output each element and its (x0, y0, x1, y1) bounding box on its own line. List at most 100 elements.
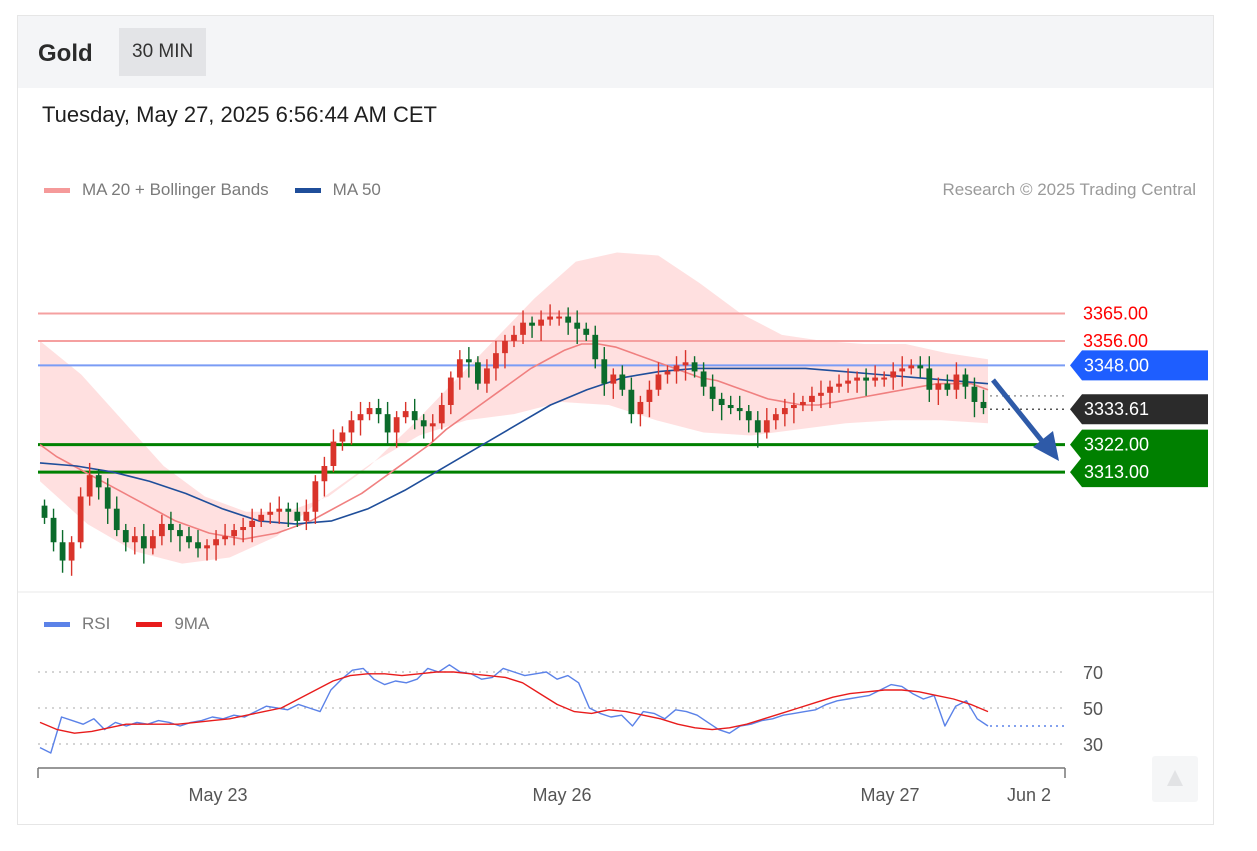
candle-body (926, 368, 933, 390)
candle-body (122, 530, 129, 543)
candle-body (258, 514, 265, 521)
candle-body (384, 414, 391, 433)
candle-body (953, 374, 960, 390)
rsi-tick-50: 50 (1083, 699, 1103, 719)
support-tag (1070, 457, 1208, 488)
candle-body (655, 374, 662, 390)
candle-body (637, 401, 644, 415)
support-label: 3322.00 (1084, 435, 1149, 455)
x-label-may23: May 23 (188, 785, 247, 805)
chevron-up-icon (1167, 770, 1183, 786)
candle-body (502, 340, 508, 354)
bollinger-bands (40, 252, 988, 564)
candle-body (772, 414, 779, 421)
candle-body (375, 408, 382, 415)
bollinger-band-fill (40, 252, 988, 564)
candle-body (357, 414, 364, 421)
candle-body (763, 420, 770, 433)
ma20-legend-label: MA 20 + Bollinger Bands (82, 180, 269, 199)
ma9-line (39, 671, 989, 734)
candle-body (402, 411, 409, 418)
resistance-label: 3356.00 (1083, 331, 1148, 351)
candle-body (240, 527, 247, 531)
rsi-tick-70: 70 (1083, 663, 1103, 683)
x-label-may26: May 26 (532, 785, 591, 805)
candle-body (754, 420, 761, 433)
candle-body (511, 334, 517, 341)
ma20-swatch (44, 187, 70, 193)
candle-body (827, 386, 833, 393)
candle-body (276, 508, 283, 512)
ma9-legend-label: 9MA (174, 614, 210, 633)
candle-body (619, 374, 626, 390)
candle-body (854, 377, 860, 381)
candle-body (59, 542, 66, 561)
candle-body (971, 386, 978, 402)
candle-body (420, 420, 427, 427)
candle-body (700, 371, 707, 387)
level-labels: 3365.00 3356.00 3348.00 3333.61 3322.00 3313.… (1070, 304, 1208, 488)
candle-body (140, 536, 147, 549)
candle-body (736, 408, 743, 412)
candle-body (709, 386, 716, 399)
candle-body (321, 466, 328, 482)
candle-body (565, 316, 572, 323)
candle-body (231, 530, 238, 537)
candle-body (177, 530, 183, 537)
candle-body (818, 392, 824, 396)
candle-body (944, 383, 951, 390)
x-axis: May 23 May 26 May 27 Jun 2 (37, 767, 1066, 805)
candle-body (664, 371, 671, 375)
candle-body (790, 405, 797, 409)
candles (41, 304, 987, 576)
candle-body (881, 377, 888, 380)
scroll-top-button[interactable] (1152, 756, 1198, 802)
candle-body (538, 319, 544, 326)
candle-body (610, 374, 617, 384)
timeframe-badge[interactable]: 30 MIN (119, 28, 207, 76)
candle-body (745, 411, 752, 421)
legend-main: MA 20 + Bollinger Bands MA 50 (44, 180, 381, 200)
candle-body (583, 328, 590, 335)
candle-body (845, 380, 851, 384)
candle-body (556, 316, 563, 319)
x-label-may27: May 27 (860, 785, 919, 805)
candle-body (601, 359, 608, 384)
candle-body (186, 536, 192, 543)
candle-body (312, 481, 319, 512)
candle-body (429, 423, 436, 427)
arrow-head (1033, 431, 1059, 461)
candle-body (86, 475, 93, 497)
candle-body (50, 517, 57, 543)
projection-arrow (991, 378, 1059, 461)
ma9-swatch (136, 621, 163, 627)
candle-body (574, 322, 581, 329)
candle-body (456, 359, 463, 378)
candle-body (493, 353, 499, 369)
candle-body (646, 389, 653, 402)
rsi-pane: 70 50 30 (38, 663, 1103, 755)
candle-body (411, 411, 418, 421)
candle-body (303, 511, 310, 521)
price-levels (38, 312, 1065, 474)
candle-body (890, 371, 897, 378)
candle-body (628, 389, 635, 415)
current-price-tag (1070, 394, 1208, 425)
candle-body (168, 523, 174, 531)
candle-body (348, 420, 355, 433)
support-label: 3313.00 (1084, 462, 1149, 482)
support-tag (1070, 429, 1208, 460)
candle-body (158, 523, 165, 537)
candle-body (95, 475, 102, 488)
candle-body (249, 520, 256, 527)
candle-body (520, 322, 526, 335)
chart-card: Gold 30 MIN Tuesday, May 27, 2025 6:56:4… (17, 15, 1214, 825)
credit-text: Research © 2025 Trading Central (942, 180, 1197, 199)
ma50-swatch (294, 187, 321, 193)
rsi-swatch (44, 621, 70, 627)
candle-body (484, 368, 490, 384)
arrow-shaft (991, 378, 1048, 448)
candle-body (465, 359, 472, 363)
candle-body (682, 362, 689, 366)
